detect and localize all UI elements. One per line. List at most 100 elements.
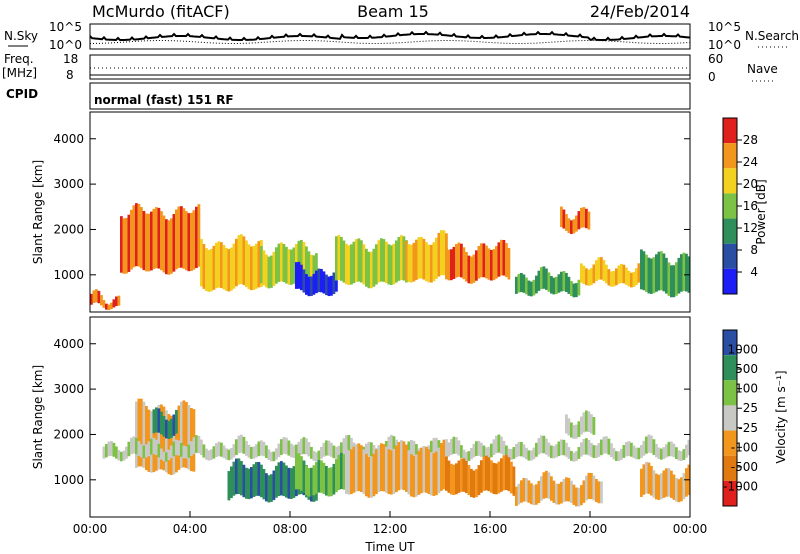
colorbar-swatch xyxy=(723,330,737,356)
heatmap-cell xyxy=(600,439,603,456)
heatmap-cell xyxy=(522,274,526,293)
heatmap-cell xyxy=(417,237,421,279)
heatmap-cell xyxy=(627,441,631,456)
x-tick-label: 00:00 xyxy=(673,522,708,536)
velocity-colorbar: 1000 500 100 25 -25 -100 -500 -1000 xyxy=(722,329,758,507)
heatmap-cell xyxy=(337,445,341,459)
heatmap-cell xyxy=(625,441,628,457)
heatmap-cell xyxy=(342,240,346,283)
heatmap-cell xyxy=(525,447,528,460)
heatmap-cell xyxy=(270,474,273,502)
heatmap-cell xyxy=(350,244,353,285)
freq-tick-bottom: 8 xyxy=(66,68,74,82)
heatmap-cell xyxy=(265,445,268,459)
heatmap-cell xyxy=(200,239,203,287)
nsky-trace xyxy=(89,30,691,42)
heatmap-cell xyxy=(307,276,311,297)
heatmap-cell xyxy=(392,243,396,285)
heatmap-cell xyxy=(687,439,691,456)
heatmap-cell xyxy=(597,481,601,504)
heatmap-cell xyxy=(550,276,553,294)
heatmap-cell xyxy=(677,257,681,294)
heatmap-cell xyxy=(170,415,173,476)
heatmap-cell xyxy=(330,275,333,296)
station-title: McMurdo (fitACF) xyxy=(92,2,230,21)
nsky-tick-bottom: 10^0 xyxy=(49,38,82,52)
heatmap-cell xyxy=(545,470,548,498)
heatmap-cell xyxy=(455,463,458,495)
heatmap-cell xyxy=(647,257,651,294)
heatmap-cell xyxy=(537,480,541,504)
heatmap-cell xyxy=(632,445,636,459)
heatmap-cell xyxy=(105,303,108,310)
y-tick-label: 3000 xyxy=(53,382,84,396)
heatmap-cell xyxy=(432,242,436,282)
heatmap-cell xyxy=(635,268,638,286)
heatmap-cell xyxy=(562,479,566,503)
heatmap-cell xyxy=(495,246,498,279)
nsearch-trace xyxy=(90,40,691,44)
heatmap-cell xyxy=(495,435,498,454)
heatmap-cell xyxy=(457,440,461,456)
heatmap-cell xyxy=(240,434,243,453)
heatmap-cell xyxy=(232,243,236,289)
heatmap-cell xyxy=(360,445,363,493)
heatmap-cell xyxy=(262,441,266,457)
heatmap-cell xyxy=(172,214,176,272)
heatmap-cell xyxy=(142,210,146,271)
heatmap-cell xyxy=(257,441,261,457)
heatmap-cell xyxy=(197,435,201,454)
heatmap-cell xyxy=(665,444,668,458)
heatmap-cell xyxy=(357,443,361,492)
heatmap-cell xyxy=(117,450,121,461)
heatmap-cell xyxy=(395,240,398,283)
heatmap-cell xyxy=(475,250,478,281)
heatmap-cell xyxy=(587,211,591,230)
heatmap-cell xyxy=(462,247,466,280)
heatmap-cell xyxy=(300,239,303,281)
heatmap-cell xyxy=(560,481,563,504)
heatmap-cell xyxy=(410,439,413,456)
heatmap-cell xyxy=(485,447,488,460)
heatmap-cell xyxy=(377,240,381,283)
heatmap-cell xyxy=(290,443,293,458)
heatmap-cell xyxy=(652,439,656,455)
heatmap-cell xyxy=(585,410,588,432)
heatmap-cell xyxy=(340,236,343,281)
heatmap-cell xyxy=(497,242,501,277)
heatmap-cell xyxy=(250,246,253,291)
nave-tick-top: 60 xyxy=(708,52,723,66)
heatmap-cell xyxy=(500,458,503,492)
heatmap-cell xyxy=(320,446,323,459)
heatmap-cell xyxy=(180,442,183,457)
heatmap-cell xyxy=(345,448,348,494)
heatmap-cell xyxy=(527,280,531,296)
heatmap-cell xyxy=(287,249,291,285)
heatmap-cell xyxy=(335,446,338,459)
heatmap-cell xyxy=(182,208,186,269)
heatmap-cell xyxy=(435,237,438,279)
colorbar-swatch xyxy=(723,168,737,194)
heatmap-cell xyxy=(297,240,301,281)
heatmap-cell xyxy=(292,247,296,284)
heatmap-cell xyxy=(497,434,501,453)
heatmap-cell xyxy=(662,470,666,498)
heatmap-cell xyxy=(605,436,608,454)
heatmap-cell xyxy=(260,440,263,456)
heatmap-cell xyxy=(452,464,456,495)
heatmap-cell xyxy=(270,255,273,288)
heatmap-cell xyxy=(310,467,313,497)
heatmap-cell xyxy=(535,442,538,457)
heatmap-cell xyxy=(582,480,586,503)
heatmap-cell xyxy=(285,465,288,498)
heatmap-cell xyxy=(657,474,661,500)
heatmap-cell xyxy=(392,448,396,494)
colorbar-tick-label: 100 xyxy=(735,382,758,396)
heatmap-cell xyxy=(160,211,163,271)
heatmap-cell xyxy=(560,206,563,228)
heatmap-cell xyxy=(202,243,206,289)
heatmap-cell xyxy=(380,443,383,492)
heatmap-cell xyxy=(355,444,358,492)
heatmap-cell xyxy=(332,445,336,459)
